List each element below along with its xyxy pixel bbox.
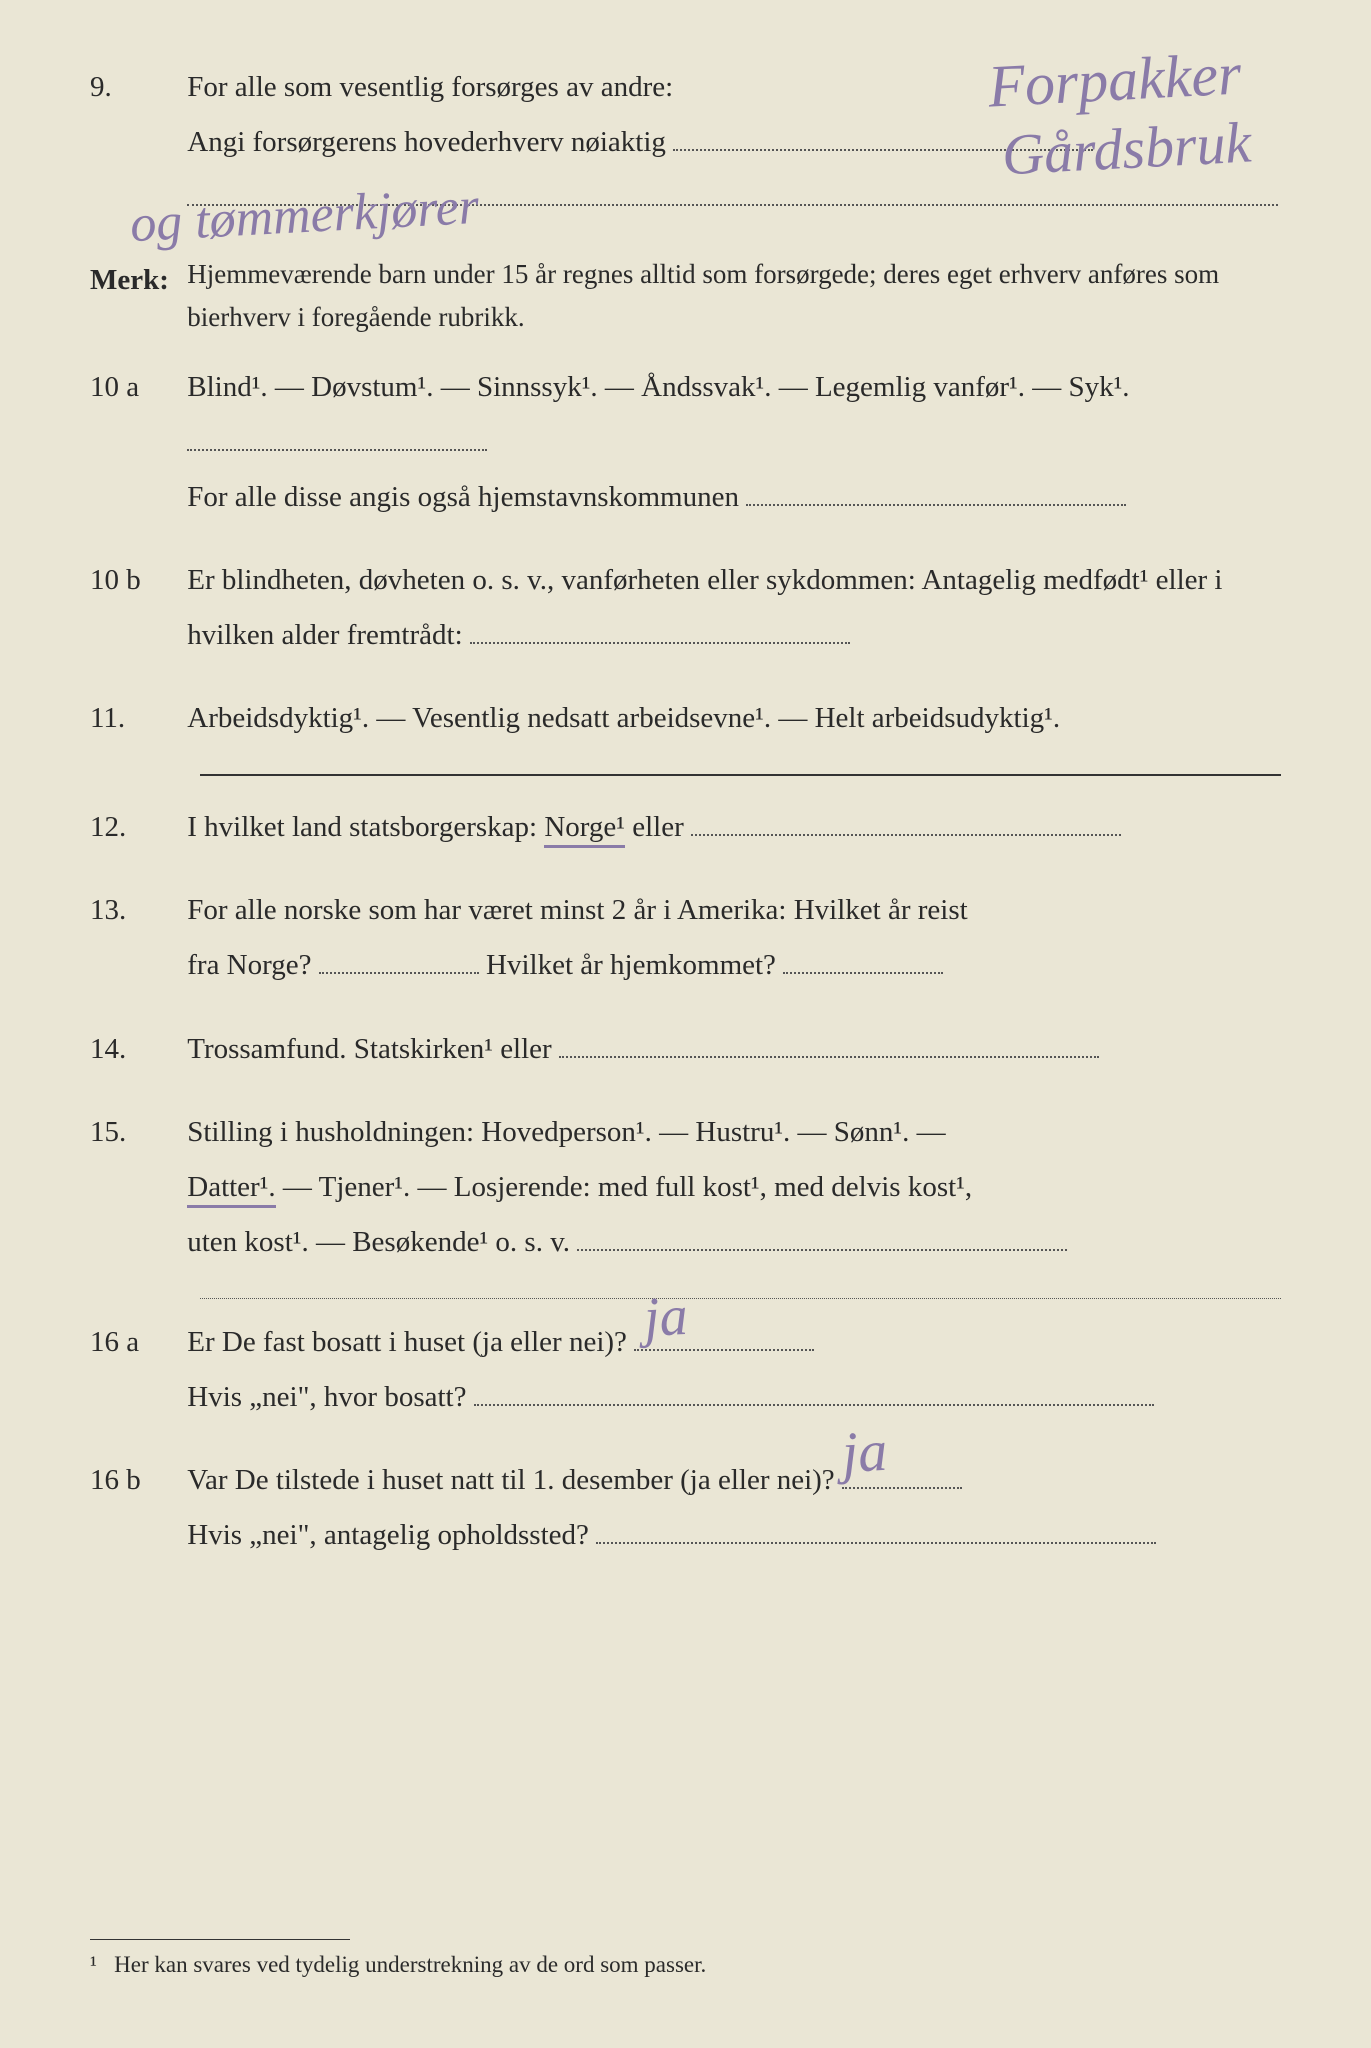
q15-text-c: uten kost¹. — Besøkende¹ o. s. v. [187, 1226, 570, 1258]
note-merk: Merk: Hjemmeværende barn under 15 år reg… [90, 253, 1281, 339]
q10a-opts: Blind¹. — Døvstum¹. — Sinnssyk¹. — Åndss… [187, 371, 1129, 403]
q12-eller: eller [632, 811, 684, 843]
q9-line1: For alle som vesentlig forsørges av andr… [187, 71, 673, 103]
q16b-blank2 [596, 1512, 1156, 1544]
q9-blank2 [187, 174, 1278, 206]
q16a-text-b: Hvis „nei", hvor bosatt? [187, 1381, 466, 1413]
q13-blank1 [319, 943, 479, 975]
q15-text-a: Stilling i husholdningen: Hovedperson¹. … [187, 1116, 945, 1148]
q15-body: Stilling i husholdningen: Hovedperson¹. … [187, 1105, 1278, 1270]
q10a-blank2 [746, 474, 1126, 506]
q10b-num: 10 b [90, 553, 180, 608]
q13-body: For alle norske som har været minst 2 år… [187, 883, 1278, 993]
q16b-text-a: Var De tilstede i huset natt til 1. dese… [187, 1464, 834, 1496]
q9-blank1 [673, 119, 1093, 151]
question-16b: 16 b Var De tilstede i huset natt til 1.… [90, 1453, 1281, 1563]
q10b-blank [470, 612, 850, 644]
q15-text-b: — Tjener¹. — Losjerende: med full kost¹,… [283, 1171, 972, 1203]
q14-blank [559, 1026, 1099, 1058]
census-form-page: Forpakker Gårdsbruk og tømmerkjører 9. F… [90, 60, 1281, 2008]
handwriting-16a: ja [643, 1288, 689, 1346]
q11-num: 11. [90, 691, 180, 746]
q16a-body: Er De fast bosatt i huset (ja eller nei)… [187, 1315, 1278, 1425]
q15-num: 15. [90, 1105, 180, 1160]
q12-norge-underlined: Norge¹ [544, 811, 625, 848]
q13-text-c: Hvilket år hjemkommet? [486, 949, 776, 981]
question-10a: 10 a Blind¹. — Døvstum¹. — Sinnssyk¹. — … [90, 360, 1281, 525]
q14-num: 14. [90, 1022, 180, 1077]
merk-label: Merk: [90, 253, 180, 308]
question-14: 14. Trossamfund. Statskirken¹ eller [90, 1022, 1281, 1077]
q10a-body: Blind¹. — Døvstum¹. — Sinnssyk¹. — Åndss… [187, 360, 1278, 525]
q13-text-b: fra Norge? [187, 949, 311, 981]
q9-body: For alle som vesentlig forsørges av andr… [187, 60, 1278, 225]
q13-text-a: For alle norske som har været minst 2 år… [187, 894, 967, 926]
q13-num: 13. [90, 883, 180, 938]
q15-datter-underlined: Datter¹. [187, 1171, 275, 1208]
merk-body: Hjemmeværende barn under 15 år regnes al… [187, 253, 1278, 339]
q13-blank2 [783, 943, 943, 975]
q9-line2a: Angi forsørgerens hovederhverv nøiaktig [187, 126, 666, 158]
question-11: 11. Arbeidsdyktig¹. — Vesentlig nedsatt … [90, 691, 1281, 746]
question-12: 12. I hvilket land statsborgerskap: Norg… [90, 800, 1281, 855]
q9-num: 9. [90, 60, 180, 115]
q14-body: Trossamfund. Statskirken¹ eller [187, 1022, 1278, 1077]
divider-2 [200, 1298, 1281, 1299]
footnote-rule [90, 1939, 350, 1940]
q12-text: I hvilket land statsborgerskap: [187, 811, 537, 843]
q15-blank [577, 1219, 1067, 1251]
q16b-text-b: Hvis „nei", antagelig opholdssted? [187, 1519, 589, 1551]
q16a-blank2 [474, 1374, 1154, 1406]
q16b-body: Var De tilstede i huset natt til 1. dese… [187, 1453, 1278, 1563]
footnote-text: Her kan svares ved tydelig understreknin… [114, 1952, 706, 1977]
footnote: ¹ Her kan svares ved tydelig understrekn… [90, 1939, 706, 1978]
q10b-body: Er blindheten, døvheten o. s. v., vanfør… [187, 553, 1278, 663]
footnote-marker: ¹ [90, 1952, 97, 1977]
question-10b: 10 b Er blindheten, døvheten o. s. v., v… [90, 553, 1281, 663]
question-13: 13. For alle norske som har været minst … [90, 883, 1281, 993]
q16a-num: 16 a [90, 1315, 180, 1370]
q16a-text-a: Er De fast bosatt i huset (ja eller nei)… [187, 1326, 627, 1358]
q14-text: Trossamfund. Statskirken¹ eller [187, 1033, 551, 1065]
q12-body: I hvilket land statsborgerskap: Norge¹ e… [187, 800, 1278, 855]
handwriting-16b: ja [840, 1422, 888, 1482]
q11-body: Arbeidsdyktig¹. — Vesentlig nedsatt arbe… [187, 691, 1278, 746]
q10a-num: 10 a [90, 360, 180, 415]
q12-num: 12. [90, 800, 180, 855]
q16b-num: 16 b [90, 1453, 180, 1508]
divider-1 [200, 774, 1281, 776]
q10a-blank1 [187, 419, 487, 451]
question-15: 15. Stilling i husholdningen: Hovedperso… [90, 1105, 1281, 1270]
q12-blank [691, 804, 1121, 836]
question-16a: 16 a Er De fast bosatt i huset (ja eller… [90, 1315, 1281, 1425]
q10a-line2: For alle disse angis også hjemstavnskomm… [187, 481, 739, 513]
question-9: 9. For alle som vesentlig forsørges av a… [90, 60, 1281, 225]
